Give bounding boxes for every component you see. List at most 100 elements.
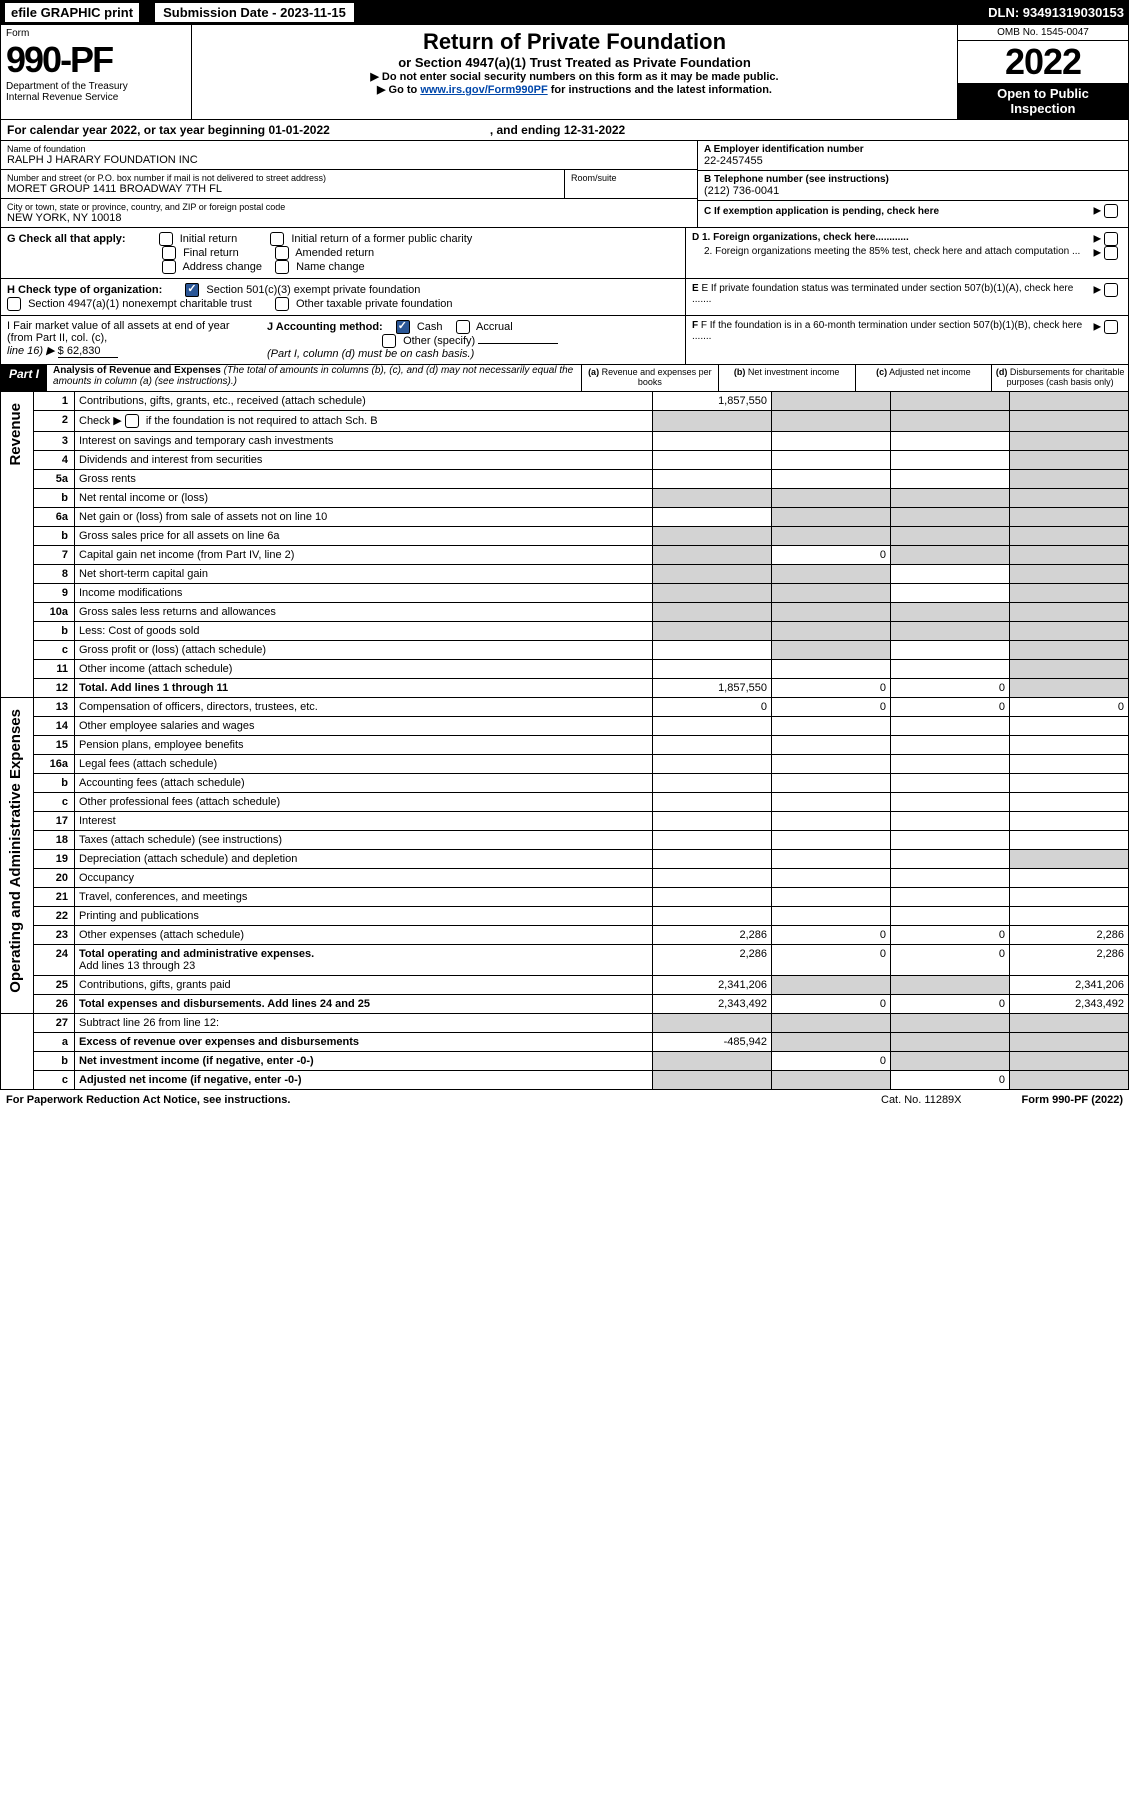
row-3: 3Interest on savings and temporary cash … (1, 432, 1129, 451)
row-25: 25Contributions, gifts, grants paid2,341… (1, 976, 1129, 995)
fmv-value: $ 62,830 (58, 345, 118, 358)
dept-treasury: Department of the Treasury (6, 81, 186, 92)
g-final-checkbox[interactable] (162, 246, 176, 260)
part1-label: Part I (1, 365, 47, 391)
row-5a: 5aGross rents (1, 470, 1129, 489)
row-18: 18Taxes (attach schedule) (see instructi… (1, 831, 1129, 850)
g-name-checkbox[interactable] (275, 260, 289, 274)
row-6a: 6aNet gain or (loss) from sale of assets… (1, 508, 1129, 527)
form-header: Form 990-PF Department of the Treasury I… (0, 25, 1129, 120)
tax-year: 2022 (958, 41, 1128, 83)
row-2: 2Check ▶ if the foundation is not requir… (1, 411, 1129, 432)
submission-date: Submission Date - 2023-11-15 (155, 3, 354, 22)
top-bar: efile GRAPHIC print Submission Date - 20… (0, 0, 1129, 25)
row-1: Revenue 1Contributions, gifts, grants, e… (1, 392, 1129, 411)
f-checkbox[interactable] (1104, 320, 1118, 334)
row-15: 15Pension plans, employee benefits (1, 736, 1129, 755)
info-grid: Name of foundation RALPH J HARARY FOUNDA… (0, 141, 1129, 228)
j-other-checkbox[interactable] (382, 334, 396, 348)
e-checkbox[interactable] (1104, 283, 1118, 297)
telephone-cell: B Telephone number (see instructions) (2… (698, 171, 1128, 201)
row-20: 20Occupancy (1, 869, 1129, 888)
g-initial-checkbox[interactable] (159, 232, 173, 246)
h-section: H Check type of organization: Section 50… (1, 279, 685, 315)
row-13: Operating and Administrative Expenses 13… (1, 698, 1129, 717)
row-9: 9Income modifications (1, 584, 1129, 603)
cat-number: Cat. No. 11289X (881, 1094, 962, 1106)
d1-checkbox[interactable] (1104, 232, 1118, 246)
row-5b: bNet rental income or (loss) (1, 489, 1129, 508)
row-16c: cOther professional fees (attach schedul… (1, 793, 1129, 812)
row-10c: cGross profit or (loss) (attach schedule… (1, 641, 1129, 660)
row-16b: bAccounting fees (attach schedule) (1, 774, 1129, 793)
g-address-checkbox[interactable] (162, 260, 176, 274)
c-checkbox[interactable] (1104, 204, 1118, 218)
col-b-header: (b) Net investment income (718, 365, 855, 391)
row-19: 19Depreciation (attach schedule) and dep… (1, 850, 1129, 869)
col-d-header: (d) Disbursements for charitable purpose… (991, 365, 1128, 391)
col-a-header: (a) Revenue and expenses per books (581, 365, 718, 391)
efile-label: efile GRAPHIC print (5, 3, 139, 22)
revenue-label: Revenue (5, 395, 26, 474)
open-public: Open to PublicInspection (958, 83, 1128, 119)
h-4947-checkbox[interactable] (7, 297, 21, 311)
row-22: 22Printing and publications (1, 907, 1129, 926)
col-c-header: (c) Adjusted net income (855, 365, 992, 391)
g-amended-checkbox[interactable] (275, 246, 289, 260)
row-11: 11Other income (attach schedule) (1, 660, 1129, 679)
foundation-name-cell: Name of foundation RALPH J HARARY FOUNDA… (1, 141, 697, 170)
dln-label: DLN: 93491319030153 (988, 5, 1124, 20)
form-subtitle: or Section 4947(a)(1) Trust Treated as P… (196, 55, 953, 70)
row-10b: bLess: Cost of goods sold (1, 622, 1129, 641)
form-title: Return of Private Foundation (196, 29, 953, 55)
row-21: 21Travel, conferences, and meetings (1, 888, 1129, 907)
row-12: 12Total. Add lines 1 through 111,857,550… (1, 679, 1129, 698)
e-section: E E If private foundation status was ter… (685, 279, 1128, 315)
g-initial-public-checkbox[interactable] (270, 232, 284, 246)
row-16a: 16aLegal fees (attach schedule) (1, 755, 1129, 774)
city-cell: City or town, state or province, country… (1, 199, 697, 227)
i-j-section: I Fair market value of all assets at end… (1, 316, 685, 364)
row-17: 17Interest (1, 812, 1129, 831)
row-14: 14Other employee salaries and wages (1, 717, 1129, 736)
row-27c: cAdjusted net income (if negative, enter… (1, 1071, 1129, 1090)
row-6b: bGross sales price for all assets on lin… (1, 527, 1129, 546)
part1-header-row: Part I Analysis of Revenue and Expenses … (0, 365, 1129, 392)
row-24: 24Total operating and administrative exp… (1, 945, 1129, 976)
g-section: G Check all that apply: Initial return I… (1, 228, 685, 278)
ssn-warning: ▶ Do not enter social security numbers o… (196, 70, 953, 83)
h-501c3-checkbox[interactable] (185, 283, 199, 297)
address-cell: Number and street (or P.O. box number if… (1, 170, 564, 199)
omb-number: OMB No. 1545-0047 (958, 25, 1128, 41)
row-23: 23Other expenses (attach schedule)2,2860… (1, 926, 1129, 945)
row-8: 8Net short-term capital gain (1, 565, 1129, 584)
part1-table: Revenue 1Contributions, gifts, grants, e… (0, 392, 1129, 1090)
row-4: 4Dividends and interest from securities (1, 451, 1129, 470)
row-27b: bNet investment income (if negative, ent… (1, 1052, 1129, 1071)
form-word: Form (6, 28, 186, 39)
ein-cell: A Employer identification number 22-2457… (698, 141, 1128, 171)
row-27a: aExcess of revenue over expenses and dis… (1, 1033, 1129, 1052)
c-exemption-cell: C If exemption application is pending, c… (698, 201, 1128, 221)
expenses-label: Operating and Administrative Expenses (5, 701, 26, 1001)
irs-label: Internal Revenue Service (6, 92, 186, 103)
footer: For Paperwork Reduction Act Notice, see … (0, 1090, 1129, 1110)
paperwork-notice: For Paperwork Reduction Act Notice, see … (6, 1094, 290, 1106)
calendar-year-row: For calendar year 2022, or tax year begi… (0, 120, 1129, 141)
h-other-checkbox[interactable] (275, 297, 289, 311)
room-cell: Room/suite (564, 170, 697, 199)
row-7: 7Capital gain net income (from Part IV, … (1, 546, 1129, 565)
row-10a: 10aGross sales less returns and allowanc… (1, 603, 1129, 622)
j-accrual-checkbox[interactable] (456, 320, 470, 334)
row-26: 26Total expenses and disbursements. Add … (1, 995, 1129, 1014)
f-section: F F If the foundation is in a 60-month t… (685, 316, 1128, 364)
j-cash-checkbox[interactable] (396, 320, 410, 334)
goto-line: ▶ Go to www.irs.gov/Form990PF for instru… (196, 83, 953, 96)
irs-link[interactable]: www.irs.gov/Form990PF (420, 84, 547, 96)
d2-checkbox[interactable] (1104, 246, 1118, 260)
schb-checkbox[interactable] (125, 414, 139, 428)
d-section: D 1. Foreign organizations, check here..… (685, 228, 1128, 278)
form-number: 990-PF (6, 39, 186, 81)
form-footer-label: Form 990-PF (2022) (1022, 1094, 1123, 1106)
row-27: 27Subtract line 26 from line 12: (1, 1014, 1129, 1033)
